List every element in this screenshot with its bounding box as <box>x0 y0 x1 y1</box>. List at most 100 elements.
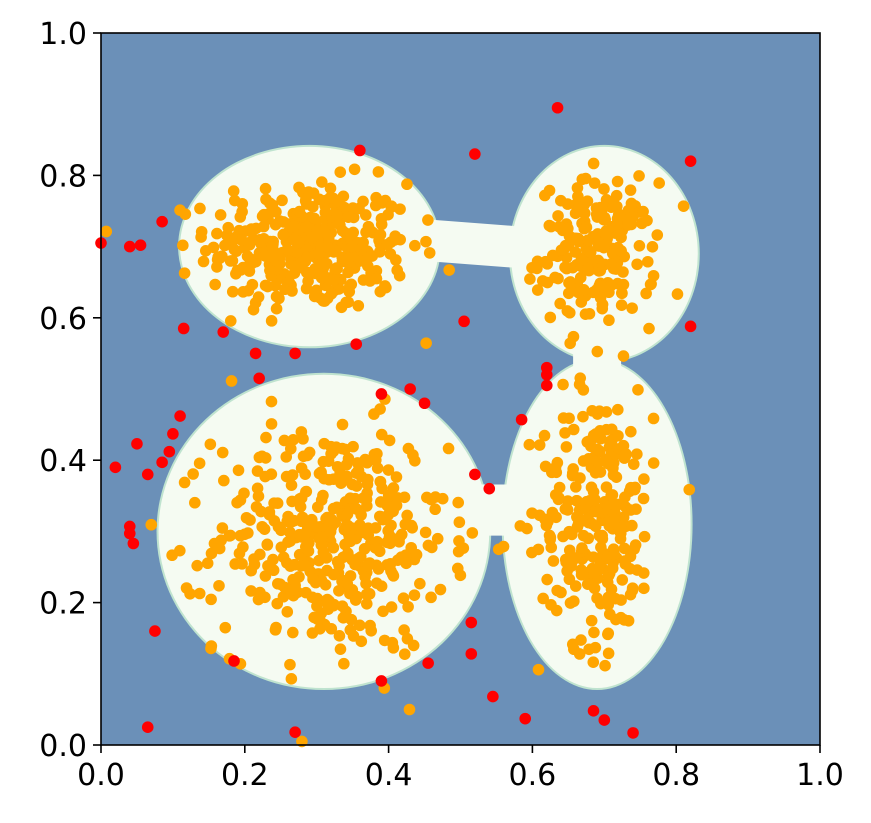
orange-point <box>423 247 436 259</box>
orange-point <box>442 442 455 455</box>
orange-point <box>225 375 238 387</box>
orange-point <box>212 251 224 263</box>
y-tick-label: 0.6 <box>39 302 87 337</box>
red-point <box>289 347 301 360</box>
orange-point <box>585 614 598 627</box>
orange-point <box>400 557 413 570</box>
orange-point <box>338 657 350 670</box>
red-point <box>587 705 600 717</box>
orange-point <box>293 493 306 505</box>
orange-point <box>259 182 272 195</box>
orange-point <box>402 600 414 613</box>
orange-point <box>514 520 527 532</box>
orange-point <box>233 547 246 560</box>
orange-point <box>560 441 573 453</box>
orange-point <box>587 286 600 299</box>
orange-point <box>346 478 359 491</box>
x-tick-label: 0.0 <box>77 758 125 793</box>
orange-point <box>555 244 568 256</box>
orange-point <box>352 299 365 312</box>
orange-point <box>246 278 259 291</box>
orange-point <box>303 537 315 549</box>
orange-point <box>328 274 340 286</box>
orange-point <box>572 286 585 299</box>
red-point <box>375 388 388 400</box>
orange-point <box>395 528 408 541</box>
orange-point <box>197 255 210 268</box>
orange-point <box>384 248 397 260</box>
orange-point <box>683 483 696 496</box>
orange-point <box>333 473 346 486</box>
orange-point <box>574 472 586 484</box>
orange-point <box>325 287 338 300</box>
orange-point <box>492 543 505 556</box>
orange-point <box>341 508 354 520</box>
orange-point <box>551 584 563 597</box>
orange-point <box>559 553 572 566</box>
red-point <box>684 155 697 167</box>
orange-point <box>619 449 632 462</box>
orange-point <box>324 182 337 195</box>
orange-point <box>425 591 437 604</box>
orange-point <box>452 496 465 509</box>
orange-point <box>561 565 573 577</box>
red-point <box>156 215 168 228</box>
orange-point <box>288 558 301 571</box>
orange-point <box>397 592 410 605</box>
orange-point <box>572 190 584 203</box>
orange-point <box>453 516 466 529</box>
orange-point <box>637 567 650 579</box>
orange-point <box>334 166 347 178</box>
orange-point <box>614 532 627 545</box>
orange-point <box>403 703 416 716</box>
orange-point <box>205 593 217 606</box>
orange-point <box>285 673 298 685</box>
orange-point <box>211 227 223 240</box>
orange-point <box>178 267 191 279</box>
y-tick-label: 0.4 <box>39 444 87 479</box>
orange-point <box>610 471 623 483</box>
orange-point <box>381 499 394 512</box>
orange-point <box>618 614 631 626</box>
orange-point <box>287 573 299 586</box>
orange-point <box>379 280 391 292</box>
orange-point <box>541 276 554 289</box>
orange-point <box>353 202 365 215</box>
orange-point <box>583 307 596 320</box>
orange-point <box>308 290 321 303</box>
x-tick-label: 1.0 <box>796 758 844 793</box>
orange-point <box>610 263 622 275</box>
orange-point <box>617 350 630 362</box>
orange-point <box>581 436 594 448</box>
orange-point <box>618 555 631 567</box>
orange-point <box>333 630 346 642</box>
orange-point <box>401 509 413 522</box>
orange-point <box>615 594 627 606</box>
orange-point <box>615 245 627 257</box>
orange-point <box>552 210 564 222</box>
orange-point <box>618 542 631 555</box>
orange-point <box>213 579 225 592</box>
red-point <box>418 397 431 410</box>
orange-point <box>199 245 212 257</box>
orange-point <box>621 219 634 231</box>
red-point <box>141 721 154 733</box>
orange-point <box>258 208 270 221</box>
orange-point <box>222 221 235 234</box>
orange-point <box>265 418 278 430</box>
orange-point <box>591 211 604 223</box>
orange-point <box>386 568 399 580</box>
orange-point <box>284 658 296 671</box>
orange-point <box>436 492 449 505</box>
orange-point <box>582 234 595 247</box>
red-point <box>519 712 532 725</box>
orange-point <box>383 531 396 544</box>
orange-point <box>422 214 434 226</box>
orange-point <box>307 573 319 586</box>
red-point <box>228 655 240 667</box>
orange-point <box>300 221 313 233</box>
y-axis-ticks: 0.0 0.2 0.4 0.6 0.8 1.0 <box>39 17 101 764</box>
orange-point <box>382 489 395 502</box>
orange-point <box>612 429 624 442</box>
red-point <box>127 537 140 550</box>
